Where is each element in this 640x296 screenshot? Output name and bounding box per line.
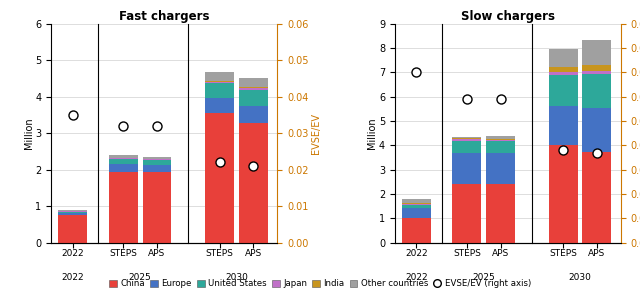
Bar: [205, 83, 234, 98]
Bar: [548, 107, 577, 145]
Legend: China, Europe, United States, Japan, India, Other countries, EVSE/EV (right axis: China, Europe, United States, Japan, Ind…: [106, 276, 534, 292]
Bar: [452, 137, 481, 138]
Bar: [402, 208, 431, 218]
Bar: [143, 172, 172, 243]
Bar: [143, 159, 172, 160]
Text: 2030: 2030: [568, 273, 591, 282]
Y-axis label: EVSE/EV: EVSE/EV: [311, 113, 321, 154]
Bar: [548, 67, 577, 72]
Bar: [239, 78, 268, 87]
Bar: [486, 136, 515, 139]
Bar: [402, 218, 431, 243]
Bar: [205, 82, 234, 83]
Bar: [582, 108, 611, 152]
Bar: [58, 211, 87, 212]
Bar: [239, 90, 268, 106]
Bar: [486, 153, 515, 184]
Bar: [582, 152, 611, 243]
Bar: [239, 123, 268, 243]
Text: 2030: 2030: [225, 273, 248, 282]
Bar: [239, 87, 268, 88]
Bar: [239, 88, 268, 90]
Bar: [548, 49, 577, 67]
Bar: [548, 72, 577, 75]
Bar: [582, 65, 611, 71]
Bar: [109, 155, 138, 158]
Bar: [109, 163, 138, 171]
Bar: [58, 210, 87, 211]
Bar: [143, 160, 172, 165]
Bar: [58, 213, 87, 215]
Text: 2022: 2022: [61, 273, 84, 282]
Y-axis label: Million: Million: [367, 118, 378, 149]
Text: 2025: 2025: [472, 273, 495, 282]
Y-axis label: Million: Million: [24, 118, 34, 149]
Bar: [452, 141, 481, 153]
Bar: [486, 184, 515, 243]
Bar: [143, 157, 172, 159]
Title: Fast chargers: Fast chargers: [119, 9, 209, 22]
Bar: [143, 165, 172, 172]
Bar: [452, 139, 481, 141]
Bar: [486, 141, 515, 153]
Bar: [452, 153, 481, 184]
Bar: [109, 159, 138, 163]
Bar: [205, 81, 234, 82]
Bar: [109, 158, 138, 159]
Bar: [402, 204, 431, 205]
Bar: [452, 138, 481, 139]
Bar: [548, 75, 577, 107]
Title: Slow chargers: Slow chargers: [461, 9, 555, 22]
Text: 2025: 2025: [129, 273, 152, 282]
Bar: [239, 106, 268, 123]
Bar: [58, 215, 87, 243]
Bar: [548, 145, 577, 243]
Bar: [58, 212, 87, 213]
Bar: [205, 113, 234, 243]
Bar: [582, 74, 611, 108]
Bar: [402, 205, 431, 208]
Bar: [109, 171, 138, 243]
Bar: [486, 139, 515, 141]
Bar: [582, 40, 611, 65]
Bar: [205, 98, 234, 113]
Bar: [402, 200, 431, 203]
Text: 2022: 2022: [405, 273, 428, 282]
Bar: [452, 184, 481, 243]
Bar: [205, 72, 234, 81]
Bar: [582, 71, 611, 74]
